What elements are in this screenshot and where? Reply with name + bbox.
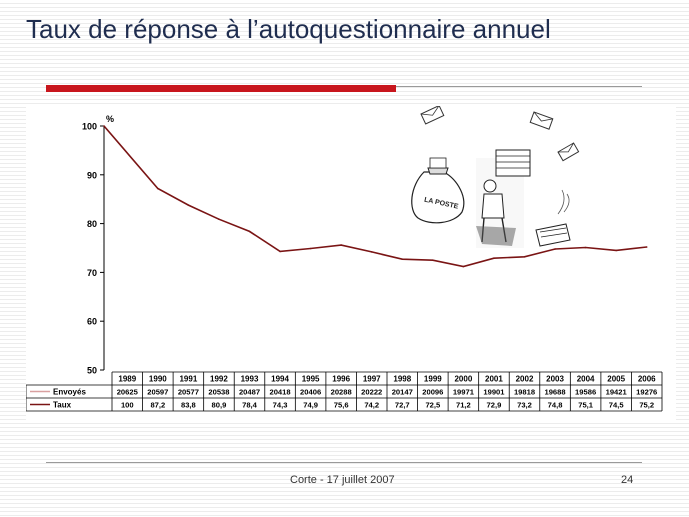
data-label: 74,3 xyxy=(273,401,288,410)
mail-bag-icon: LA POSTE xyxy=(411,157,465,224)
data-label: 20096 xyxy=(422,388,443,397)
data-point-taux xyxy=(157,187,159,190)
data-label: 78,4 xyxy=(242,401,258,410)
footer-divider xyxy=(46,462,642,463)
data-point-taux xyxy=(370,251,373,253)
data-point-taux xyxy=(340,244,343,246)
data-point-taux xyxy=(645,246,648,248)
slide-title: Taux de réponse à l’autoquestionnaire an… xyxy=(26,14,551,44)
data-label: 20418 xyxy=(269,388,290,397)
data-point-taux xyxy=(615,249,617,252)
x-tick-label: 1996 xyxy=(332,375,350,384)
data-label: 72,9 xyxy=(487,401,502,410)
data-label: 20487 xyxy=(239,388,260,397)
data-point-taux xyxy=(187,204,190,206)
data-point-taux xyxy=(309,247,312,250)
data-label: 20538 xyxy=(208,388,229,397)
data-label: 75,6 xyxy=(334,401,349,410)
x-tick-label: 1992 xyxy=(210,375,228,384)
data-point-taux xyxy=(218,218,220,220)
data-label: 87,2 xyxy=(150,401,165,410)
x-tick-label: 2003 xyxy=(546,375,564,384)
data-point-taux xyxy=(584,246,587,249)
data-label: 20222 xyxy=(361,388,382,397)
data-label: 19971 xyxy=(453,388,475,397)
x-tick-label: 1998 xyxy=(393,375,411,384)
mail-illustration: LA POSTE xyxy=(411,106,580,248)
footer-text: Corte - 17 juillet 2007 xyxy=(290,474,395,486)
series-line-taux xyxy=(103,125,647,268)
data-label: 19901 xyxy=(483,388,505,397)
data-label: 74,9 xyxy=(303,401,318,410)
data-label: 20577 xyxy=(178,388,199,397)
data-label: 20288 xyxy=(331,388,352,397)
legend-label: Envoyés xyxy=(53,388,86,397)
x-tick-label: 2001 xyxy=(485,375,503,384)
data-point-taux xyxy=(554,248,556,250)
x-tick-label: 1997 xyxy=(363,375,381,384)
x-tick-label: 1995 xyxy=(302,375,320,384)
letter-pile-icon xyxy=(535,189,571,247)
data-label: 75,2 xyxy=(639,401,654,410)
x-tick-label: 1989 xyxy=(118,375,136,384)
y-tick-label: 50 xyxy=(87,366,97,376)
data-label: 80,9 xyxy=(212,401,227,410)
chart-panel: LA POSTE 50 60 70 8 xyxy=(26,106,676,422)
envelope-icon xyxy=(529,111,554,130)
data-label: 83,8 xyxy=(181,401,196,410)
data-point-taux xyxy=(279,250,281,253)
data-label: 19688 xyxy=(544,388,565,397)
data-label: 74,2 xyxy=(364,401,379,410)
data-label: 20406 xyxy=(300,388,321,397)
data-point-taux xyxy=(103,125,105,127)
x-tick-label: 2000 xyxy=(454,375,472,384)
data-label: 74,8 xyxy=(548,401,563,410)
postman-icon xyxy=(476,149,531,248)
y-tick-label: 70 xyxy=(87,268,97,278)
data-label: 74,5 xyxy=(609,401,625,410)
data-label: 19586 xyxy=(575,388,596,397)
y-tick-label: 100 xyxy=(82,122,97,132)
y-tick-label: 80 xyxy=(87,219,97,229)
y-tick-label: 60 xyxy=(87,317,97,327)
x-tick-label: 1990 xyxy=(149,375,167,384)
data-point-taux xyxy=(248,230,251,233)
x-tick-label: 1994 xyxy=(271,375,289,384)
data-label: 73,2 xyxy=(517,401,532,410)
data-label: 19421 xyxy=(606,388,628,397)
x-tick-label: 2006 xyxy=(638,375,656,384)
x-tick-label: 2005 xyxy=(607,375,625,384)
data-label: 71,2 xyxy=(456,401,471,410)
data-point-taux xyxy=(401,258,404,260)
x-tick-label: 1993 xyxy=(241,375,259,384)
x-tick-label: 2004 xyxy=(577,375,595,384)
page-number: 24 xyxy=(621,474,634,486)
data-point-taux xyxy=(523,256,526,258)
data-label: 20597 xyxy=(147,388,168,397)
data-label: 72,7 xyxy=(395,401,410,410)
data-point-taux xyxy=(493,257,495,259)
data-label: 20625 xyxy=(117,388,139,397)
x-tick-label: 2002 xyxy=(516,375,534,384)
title-accent-bar xyxy=(46,85,396,92)
envelope-icon xyxy=(420,106,445,125)
data-label: 75,1 xyxy=(578,401,594,410)
data-label: 100 xyxy=(121,401,134,410)
data-label: 19818 xyxy=(514,388,535,397)
x-tick-label: 1999 xyxy=(424,375,442,384)
x-tick-label: 1991 xyxy=(179,375,197,384)
y-axis-unit: % xyxy=(106,114,114,124)
envelope-icon xyxy=(557,142,580,162)
data-point-taux xyxy=(462,265,465,268)
legend-label: Taux xyxy=(53,401,72,410)
data-point-taux xyxy=(432,259,434,261)
data-label: 20147 xyxy=(392,388,413,397)
y-tick-label: 90 xyxy=(87,170,97,180)
data-label: 19276 xyxy=(636,388,657,397)
data-label: 72,5 xyxy=(425,401,441,410)
